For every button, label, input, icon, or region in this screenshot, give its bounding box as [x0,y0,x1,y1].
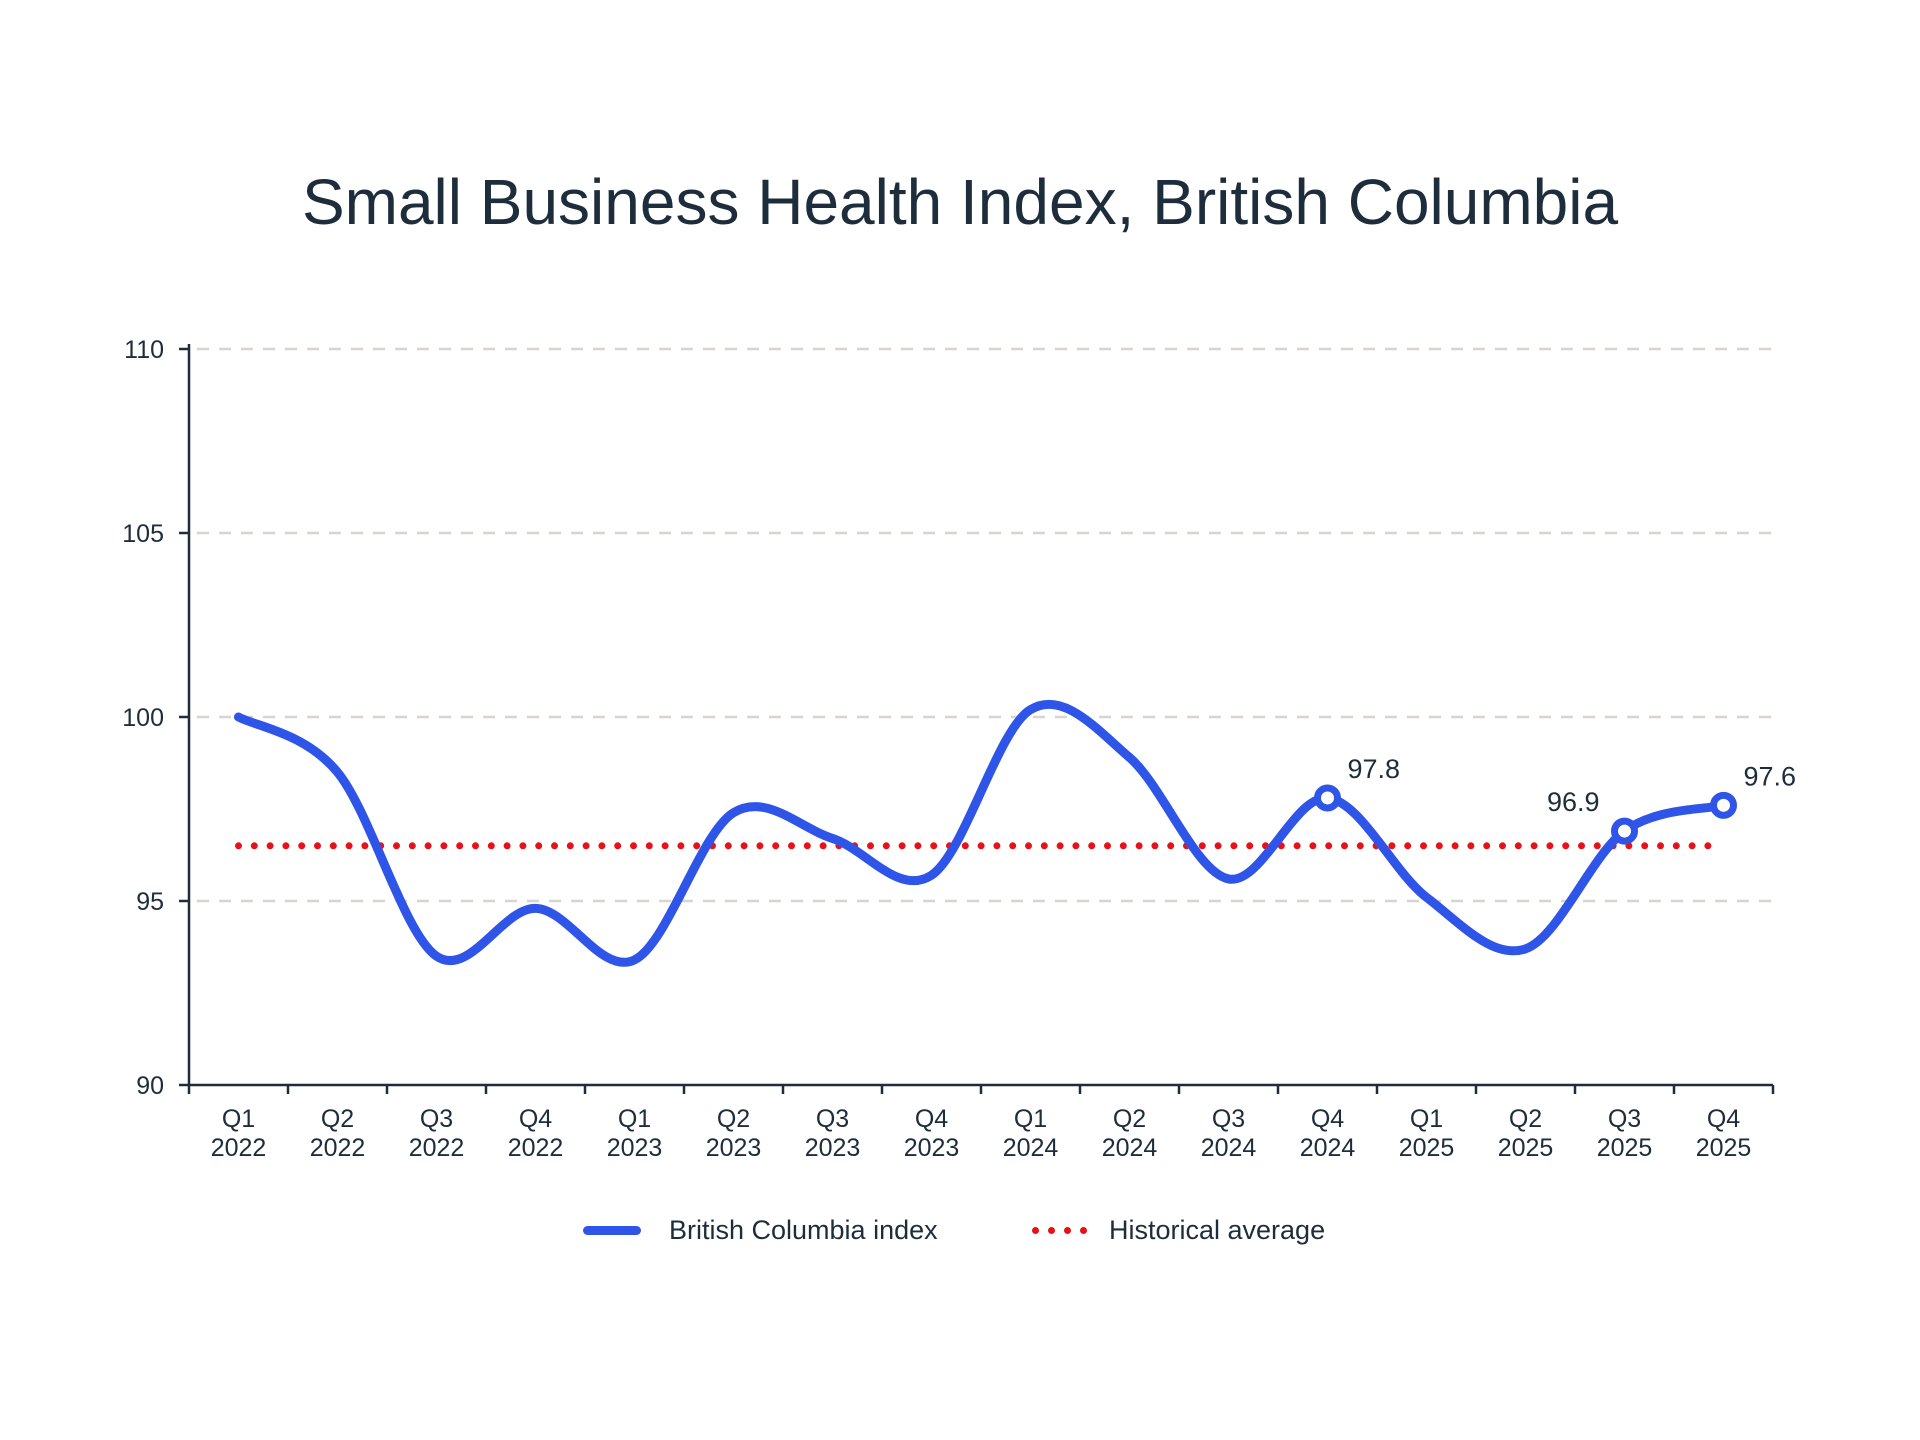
legend-label-index: British Columbia index [669,1215,938,1245]
y-tick-label: 110 [124,336,164,364]
x-tick-label-year: 2022 [409,1134,465,1162]
legend-dotted-swatch-icon [1032,1227,1087,1234]
x-tick-label-quarter: Q2 [321,1105,354,1133]
data-label: 96.9 [1547,787,1600,817]
legend-item-index: British Columbia index [583,1215,938,1246]
x-tick-label-quarter: Q4 [915,1105,948,1133]
data-label: 97.6 [1744,761,1797,791]
x-tick-label-quarter: Q4 [1311,1105,1344,1133]
x-tick-label-quarter: Q3 [420,1105,453,1133]
x-tick-label-year: 2024 [1201,1134,1257,1162]
x-tick-label-quarter: Q1 [1410,1105,1443,1133]
x-tick-label-quarter: Q2 [717,1105,750,1133]
x-tick-label-quarter: Q1 [222,1105,255,1133]
x-tick-label-year: 2025 [1696,1134,1752,1162]
y-tick-label: 105 [122,520,164,548]
highlight-marker [1314,784,1341,812]
x-tick-label-quarter: Q1 [1014,1105,1047,1133]
x-tick-label-year: 2025 [1498,1134,1554,1162]
x-tick-label-quarter: Q2 [1509,1105,1542,1133]
y-tick-label: 100 [122,704,164,732]
x-tick-label-year: 2022 [310,1134,366,1162]
x-tick-label-year: 2023 [904,1134,960,1162]
x-tick-label-quarter: Q3 [816,1105,849,1133]
x-tick-label-year: 2025 [1597,1134,1653,1162]
highlight-marker [1611,817,1638,845]
x-tick-label-year: 2025 [1399,1134,1455,1162]
data-label: 97.8 [1348,754,1401,784]
x-tick-label-year: 2024 [1003,1134,1059,1162]
legend-line-swatch-icon [583,1226,641,1235]
x-tick-label-year: 2024 [1102,1134,1158,1162]
x-tick-label-quarter: Q4 [519,1105,552,1133]
x-tick-label-quarter: Q4 [1707,1105,1740,1133]
x-tick-label-year: 2023 [805,1134,861,1162]
highlight-marker [1710,791,1737,819]
x-tick-label-year: 2022 [508,1134,564,1162]
x-tick-label-year: 2022 [211,1134,267,1162]
x-tick-label-quarter: Q1 [618,1105,651,1133]
x-tick-label-year: 2024 [1300,1134,1356,1162]
x-tick-label-year: 2023 [607,1134,663,1162]
y-tick-label: 90 [136,1072,164,1100]
legend-item-average: Historical average [1032,1215,1325,1246]
chart-title: Small Business Health Index, British Col… [301,166,1619,238]
index-line [234,699,1728,967]
x-tick-label-quarter: Q3 [1608,1105,1641,1133]
legend-label-average: Historical average [1109,1215,1326,1245]
y-tick-label: 95 [136,888,164,916]
x-tick-label-year: 2023 [706,1134,762,1162]
x-tick-label-quarter: Q2 [1113,1105,1146,1133]
x-tick-label-quarter: Q3 [1212,1105,1245,1133]
